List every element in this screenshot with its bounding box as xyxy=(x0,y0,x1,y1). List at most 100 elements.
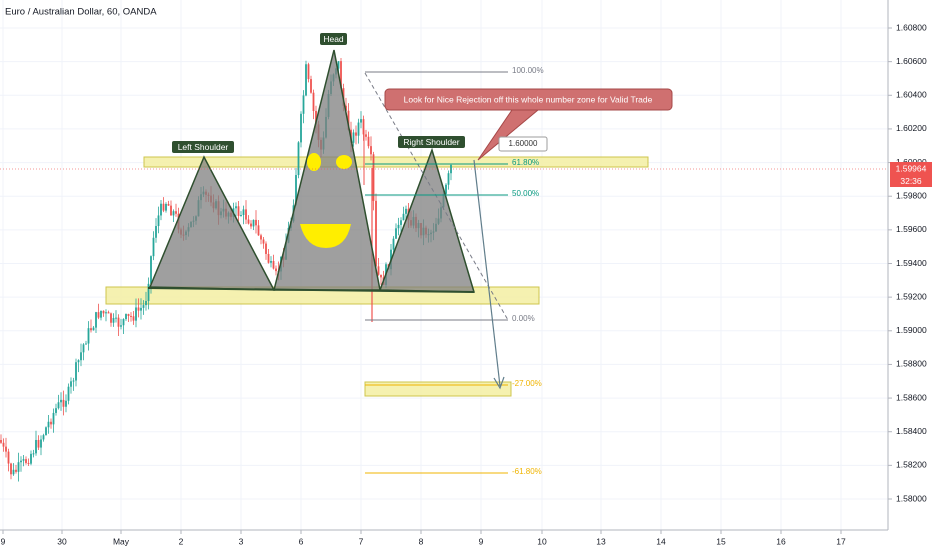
candle-body xyxy=(372,154,375,201)
candle-body xyxy=(337,61,340,69)
candle-body xyxy=(305,64,307,96)
candle-body xyxy=(402,213,405,221)
candle-body xyxy=(147,283,150,302)
resistance-zone[interactable] xyxy=(143,156,649,168)
candle-body xyxy=(40,439,42,448)
candle-body xyxy=(2,442,5,447)
candle-body xyxy=(172,211,175,216)
target-zone[interactable] xyxy=(364,381,512,397)
x-tick-label: 7 xyxy=(359,536,364,546)
x-tick-label: 30 xyxy=(57,536,67,546)
candle-body xyxy=(347,110,350,130)
candle-body xyxy=(10,463,12,475)
candle-body xyxy=(117,317,120,327)
x-tick-label: 9 xyxy=(1,536,6,546)
fib-label-100: 100.00% xyxy=(512,66,544,75)
candle-body xyxy=(272,261,275,269)
x-tick-label: 8 xyxy=(419,536,424,546)
candle-body xyxy=(157,215,160,227)
candle-body xyxy=(362,119,365,135)
x-tick-label: 16 xyxy=(776,536,786,546)
candle-body xyxy=(397,224,400,229)
neckline[interactable] xyxy=(147,287,475,293)
projection-arrow[interactable] xyxy=(473,159,501,387)
price-axis[interactable]: 1.60800 1.60600 1.60400 1.60200 1.60000 1.598… xyxy=(888,22,927,503)
right-eye xyxy=(336,155,352,169)
head-label-box[interactable] xyxy=(320,33,347,45)
candle-body xyxy=(250,223,252,227)
candle-body xyxy=(167,203,170,206)
candle-body xyxy=(395,228,397,239)
candle-body xyxy=(120,325,122,327)
candle-body xyxy=(145,301,147,306)
candle-body xyxy=(22,459,25,461)
candle-body xyxy=(57,402,60,409)
y-tick-label: 1.59600 xyxy=(896,224,927,234)
candle-body xyxy=(255,219,257,226)
candle-body xyxy=(400,220,402,225)
candle-body xyxy=(375,200,377,267)
candle-body xyxy=(152,237,155,257)
candle-body xyxy=(27,462,30,464)
y-tick-label: 1.59000 xyxy=(896,325,927,335)
candle-body xyxy=(245,209,247,220)
candle-body xyxy=(75,362,77,381)
price-badge-text: 1.59964 xyxy=(896,163,927,173)
candle-body xyxy=(357,122,360,136)
candle-body xyxy=(160,203,162,216)
candle-body xyxy=(295,175,297,206)
candle-body xyxy=(302,95,305,114)
candle-body xyxy=(122,319,125,326)
x-tick-label: 2 xyxy=(179,536,184,546)
right-shoulder-label: Right Shoulder xyxy=(403,137,459,147)
candle-body xyxy=(42,435,45,440)
right-shoulder-label-box[interactable] xyxy=(398,136,465,148)
candle-body xyxy=(115,317,117,319)
left-shoulder-label-box[interactable] xyxy=(172,141,234,153)
candle-body xyxy=(95,312,97,328)
y-tick-label: 1.59400 xyxy=(896,258,927,268)
countdown-text: 32:36 xyxy=(900,176,922,186)
candle-body xyxy=(240,215,242,217)
x-tick-label: 9 xyxy=(479,536,484,546)
callout-box[interactable] xyxy=(384,88,673,111)
smile xyxy=(300,224,351,248)
fib-label-50: 50.00% xyxy=(512,189,539,198)
candle-body xyxy=(165,203,167,211)
x-tick-label: 3 xyxy=(239,536,244,546)
candle-body xyxy=(110,313,112,323)
level-label-box[interactable] xyxy=(498,136,548,152)
candle-body xyxy=(5,446,7,452)
candle-body xyxy=(0,440,2,443)
fibonacci-extension[interactable]: 100.00% 61.80% 50.00% 0.00% -27.00% -61.… xyxy=(364,66,544,476)
candle-body xyxy=(20,460,22,463)
candle-body xyxy=(150,256,152,284)
candle-body xyxy=(72,380,75,382)
x-tick-label: May xyxy=(113,536,130,546)
x-tick-label: 14 xyxy=(656,536,666,546)
fib-label-neg618: -61.80% xyxy=(512,467,542,476)
time-axis[interactable]: 9 30 May 2 3 6 7 8 9 10 13 14 15 16 17 xyxy=(1,530,846,546)
x-tick-label: 13 xyxy=(596,536,606,546)
candle-body xyxy=(67,386,70,401)
candle-body xyxy=(162,203,165,211)
candle-body xyxy=(30,453,32,464)
y-tick-label: 1.60400 xyxy=(896,90,927,100)
x-tick-label: 15 xyxy=(716,536,726,546)
y-tick-label: 1.60600 xyxy=(896,56,927,66)
candle-body xyxy=(312,92,315,111)
candle-body xyxy=(297,142,300,176)
candle-body xyxy=(175,211,177,214)
candle-body xyxy=(257,225,260,236)
left-eye xyxy=(307,153,321,171)
y-tick-label: 1.60800 xyxy=(896,22,927,32)
candle-body xyxy=(60,399,62,403)
right-shoulder-triangle[interactable] xyxy=(378,147,476,293)
x-tick-label: 6 xyxy=(299,536,304,546)
candle-body xyxy=(112,318,115,323)
candle-body xyxy=(170,205,172,216)
candle-body xyxy=(90,328,92,331)
countdown-badge xyxy=(890,175,932,187)
candle-body xyxy=(45,427,47,436)
